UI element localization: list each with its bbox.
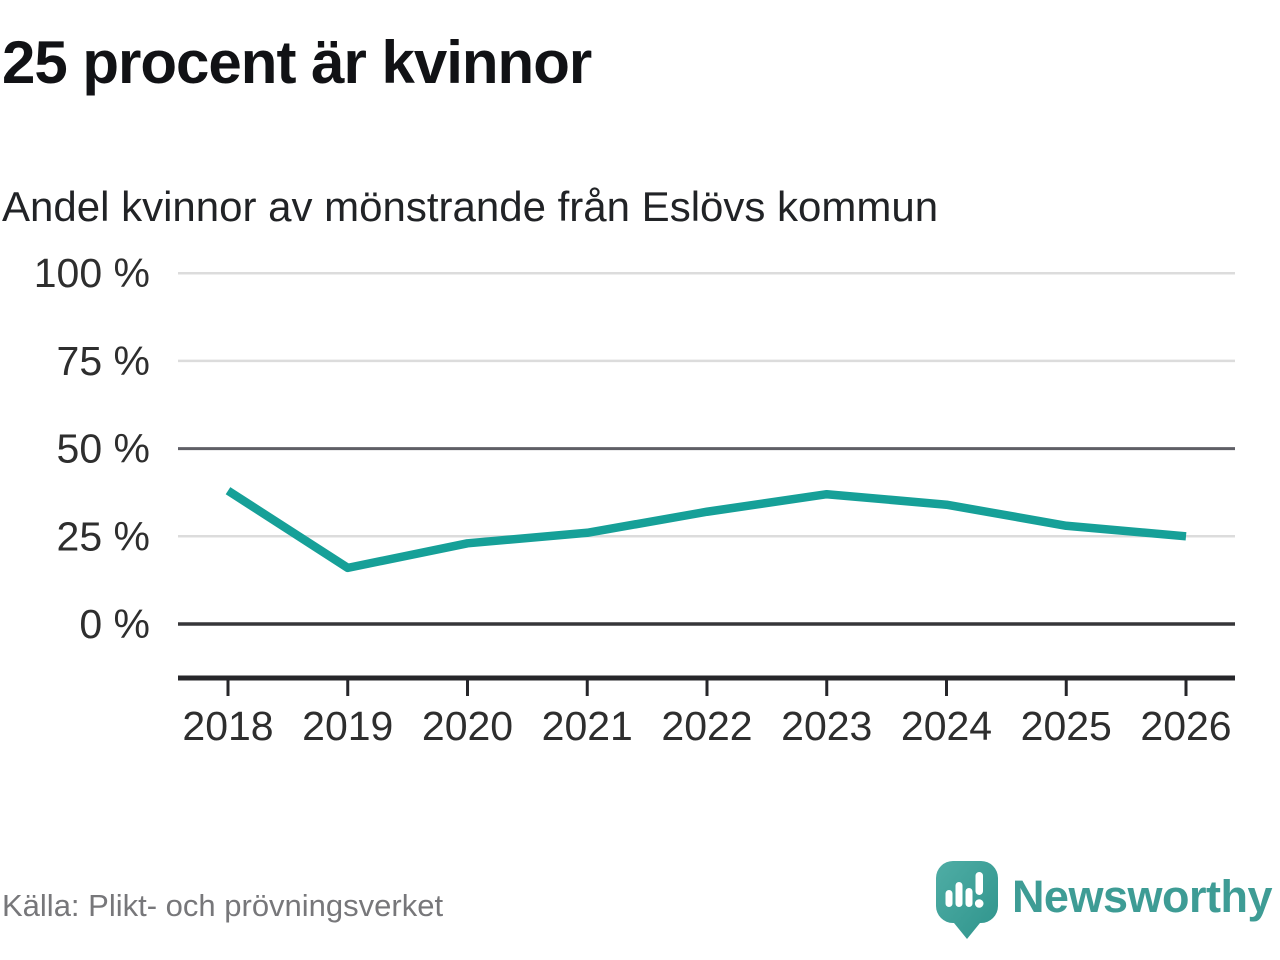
y-tick-label: 0 % — [79, 601, 150, 647]
exclamation-dot-icon — [974, 899, 984, 908]
y-tick-label: 75 % — [57, 338, 150, 384]
x-tick-label: 2024 — [901, 703, 992, 749]
x-tick-label: 2023 — [781, 703, 872, 749]
bar-medium-icon — [965, 888, 973, 907]
x-tick-label: 2020 — [422, 703, 513, 749]
bar-tall-icon — [955, 882, 963, 907]
bar-small-icon — [945, 890, 953, 907]
y-tick-label: 25 % — [57, 513, 150, 559]
newsworthy-bubble-icon — [935, 861, 998, 939]
x-tick-label: 2019 — [302, 703, 393, 749]
x-tick-label: 2025 — [1021, 703, 1112, 749]
chart-subtitle: Andel kvinnor av mönstrande från Eslövs … — [2, 183, 939, 230]
newsworthy-logo: Newsworthy — [935, 861, 1273, 947]
x-tick-label: 2022 — [661, 703, 752, 749]
source-note: Källa: Plikt- och prövningsverket — [2, 888, 444, 923]
brand-name: Newsworthy — [1011, 871, 1273, 922]
x-tick-label: 2021 — [542, 703, 633, 749]
chart-title: 25 procent är kvinnor — [2, 29, 592, 96]
data-line — [225, 487, 1187, 573]
x-tick-label: 2018 — [182, 703, 273, 749]
x-tick-label: 2026 — [1140, 703, 1231, 749]
y-tick-label: 100 % — [34, 250, 150, 296]
exclamation-bar-icon — [975, 872, 983, 895]
y-tick-label: 50 % — [57, 426, 150, 472]
